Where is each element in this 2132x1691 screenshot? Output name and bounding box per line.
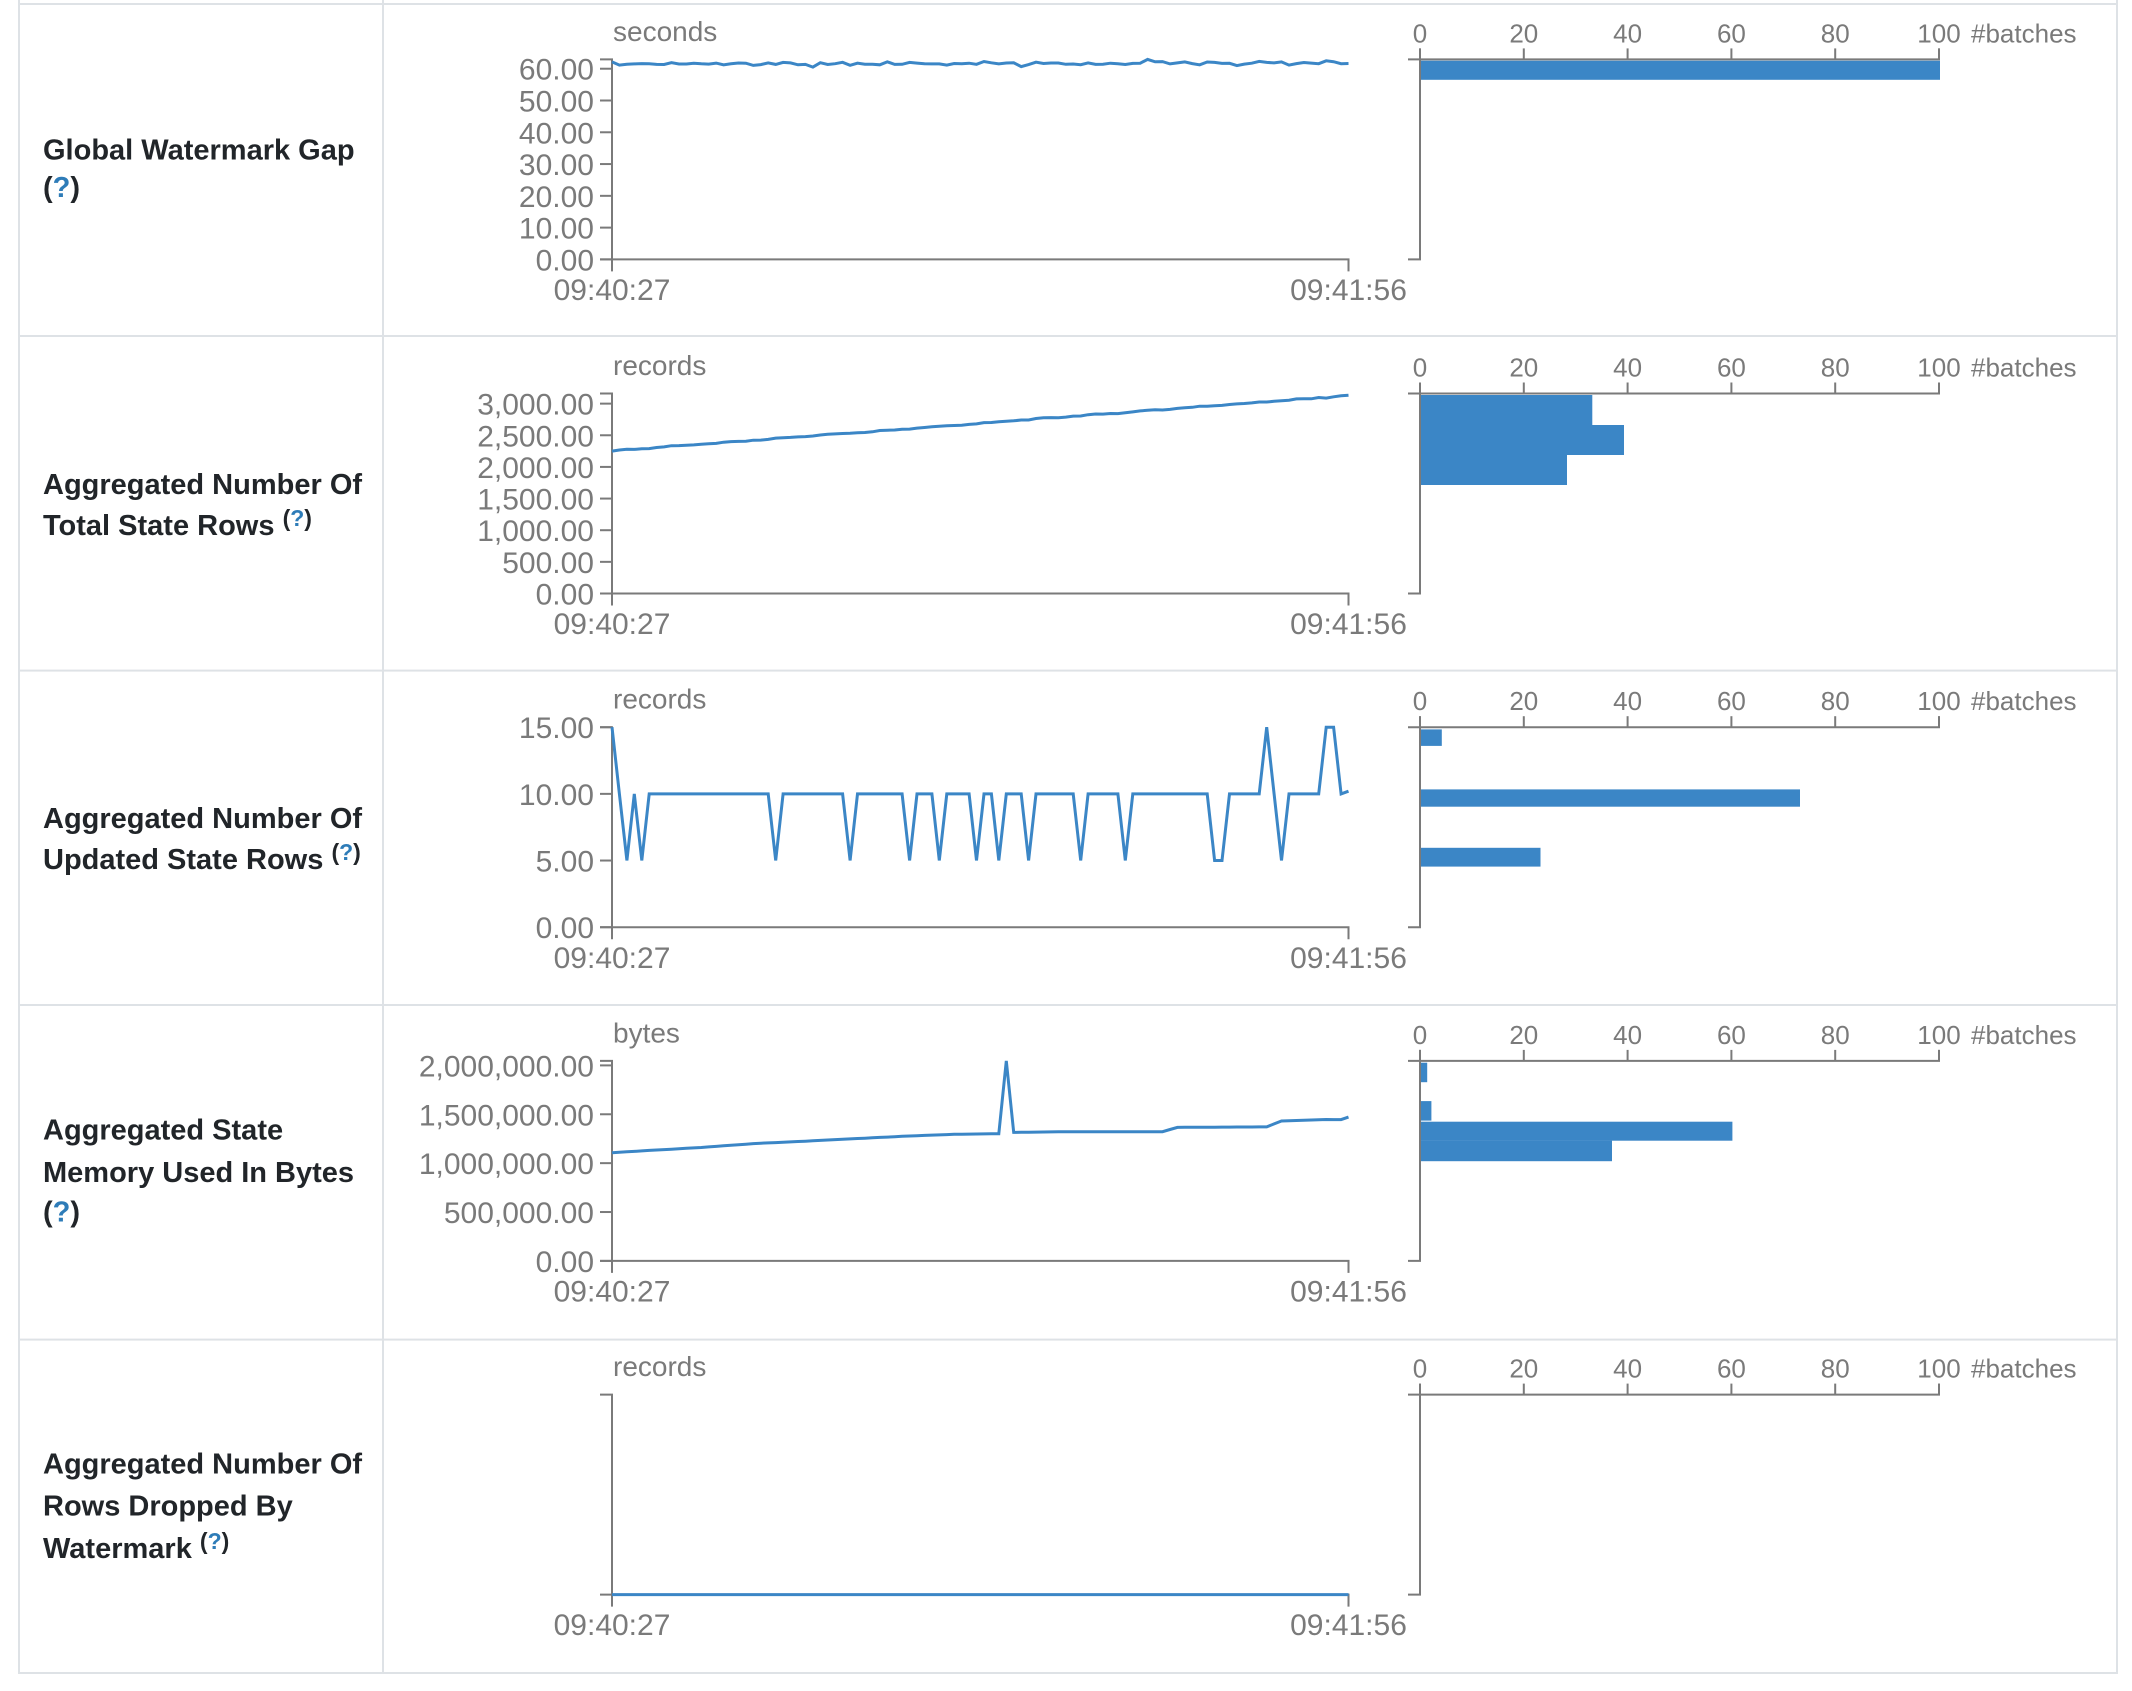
svg-text:09:40:27: 09:40:27	[554, 1609, 671, 1642]
svg-text:Aggregated Number Of: Aggregated Number Of	[43, 1449, 362, 1481]
svg-text:3,000.00: 3,000.00	[477, 389, 594, 422]
svg-text:100: 100	[1917, 1354, 1960, 1384]
svg-text:(?): (?)	[43, 172, 80, 204]
svg-text:60: 60	[1717, 686, 1746, 716]
svg-text:#batches: #batches	[1971, 1354, 2077, 1384]
svg-text:Rows Dropped By: Rows Dropped By	[43, 1491, 293, 1523]
svg-text:80: 80	[1821, 1354, 1850, 1384]
svg-text:60: 60	[1717, 1020, 1746, 1050]
svg-text:09:41:56: 09:41:56	[1290, 608, 1407, 641]
svg-text:bytes: bytes	[613, 1017, 680, 1048]
svg-text:09:41:56: 09:41:56	[1290, 274, 1407, 307]
svg-text:5.00: 5.00	[536, 846, 594, 879]
svg-text:0: 0	[1413, 686, 1427, 716]
svg-text:2,000,000.00: 2,000,000.00	[419, 1050, 594, 1083]
svg-text:0: 0	[1413, 18, 1427, 48]
svg-text:Aggregated State: Aggregated State	[43, 1115, 283, 1147]
svg-text:#batches: #batches	[1971, 353, 2077, 383]
svg-text:40: 40	[1613, 18, 1642, 48]
svg-text:20: 20	[1509, 1020, 1538, 1050]
svg-text:40: 40	[1613, 686, 1642, 716]
svg-text:80: 80	[1821, 686, 1850, 716]
svg-text:40: 40	[1613, 1354, 1642, 1384]
svg-text:(?): (?)	[43, 1197, 80, 1229]
svg-text:0: 0	[1413, 1020, 1427, 1050]
svg-text:0: 0	[1413, 1354, 1427, 1384]
svg-text:100: 100	[1917, 1020, 1960, 1050]
svg-text:0.00: 0.00	[536, 579, 594, 612]
svg-text:09:41:56: 09:41:56	[1290, 1276, 1407, 1309]
svg-text:0.00: 0.00	[536, 912, 594, 945]
svg-text:1,500,000.00: 1,500,000.00	[419, 1099, 594, 1132]
svg-text:#batches: #batches	[1971, 1020, 2077, 1050]
svg-text:40: 40	[1613, 353, 1642, 383]
svg-text:Aggregated Number Of: Aggregated Number Of	[43, 803, 362, 835]
svg-text:09:40:27: 09:40:27	[554, 274, 671, 307]
svg-text:20: 20	[1509, 18, 1538, 48]
svg-text:records: records	[613, 350, 706, 381]
svg-text:09:41:56: 09:41:56	[1290, 942, 1407, 975]
svg-text:20: 20	[1509, 353, 1538, 383]
svg-text:10.00: 10.00	[519, 213, 594, 246]
svg-text:60: 60	[1717, 18, 1746, 48]
svg-text:Total State Rows (?): Total State Rows (?)	[43, 505, 312, 542]
svg-text:500.00: 500.00	[502, 547, 594, 580]
svg-text:records: records	[613, 1351, 706, 1382]
svg-text:60: 60	[1717, 1354, 1746, 1384]
svg-text:09:40:27: 09:40:27	[554, 942, 671, 975]
svg-text:500,000.00: 500,000.00	[444, 1197, 594, 1230]
svg-text:60: 60	[1717, 353, 1746, 383]
svg-text:#batches: #batches	[1971, 18, 2077, 48]
svg-text:50.00: 50.00	[519, 85, 594, 118]
svg-text:1,000,000.00: 1,000,000.00	[419, 1148, 594, 1181]
svg-text:40.00: 40.00	[519, 117, 594, 150]
svg-text:40: 40	[1613, 1020, 1642, 1050]
svg-text:1,500.00: 1,500.00	[477, 484, 594, 517]
svg-text:30.00: 30.00	[519, 149, 594, 182]
svg-text:09:40:27: 09:40:27	[554, 1276, 671, 1309]
svg-text:100: 100	[1917, 686, 1960, 716]
svg-text:Updated State Rows (?): Updated State Rows (?)	[43, 839, 361, 876]
svg-text:0: 0	[1413, 353, 1427, 383]
svg-text:80: 80	[1821, 1020, 1850, 1050]
svg-text:Global Watermark Gap: Global Watermark Gap	[43, 134, 355, 166]
svg-text:#batches: #batches	[1971, 686, 2077, 716]
svg-text:Watermark (?): Watermark (?)	[43, 1528, 229, 1565]
svg-text:0.00: 0.00	[536, 244, 594, 277]
svg-text:20.00: 20.00	[519, 181, 594, 214]
svg-text:Aggregated Number Of: Aggregated Number Of	[43, 469, 362, 501]
svg-text:2,500.00: 2,500.00	[477, 420, 594, 453]
svg-text:0.00: 0.00	[536, 1246, 594, 1279]
svg-text:20: 20	[1509, 686, 1538, 716]
svg-text:records: records	[613, 684, 706, 715]
svg-text:100: 100	[1917, 18, 1960, 48]
svg-text:20: 20	[1509, 1354, 1538, 1384]
svg-text:80: 80	[1821, 18, 1850, 48]
svg-text:2,000.00: 2,000.00	[477, 452, 594, 485]
svg-text:09:40:27: 09:40:27	[554, 608, 671, 641]
svg-text:100: 100	[1917, 353, 1960, 383]
svg-text:09:41:56: 09:41:56	[1290, 1609, 1407, 1642]
svg-text:80: 80	[1821, 353, 1850, 383]
svg-text:10.00: 10.00	[519, 779, 594, 812]
svg-text:15.00: 15.00	[519, 712, 594, 745]
svg-text:seconds: seconds	[613, 16, 717, 47]
svg-text:1,000.00: 1,000.00	[477, 515, 594, 548]
svg-text:Memory Used In Bytes: Memory Used In Bytes	[43, 1157, 354, 1189]
svg-text:60.00: 60.00	[519, 54, 594, 87]
